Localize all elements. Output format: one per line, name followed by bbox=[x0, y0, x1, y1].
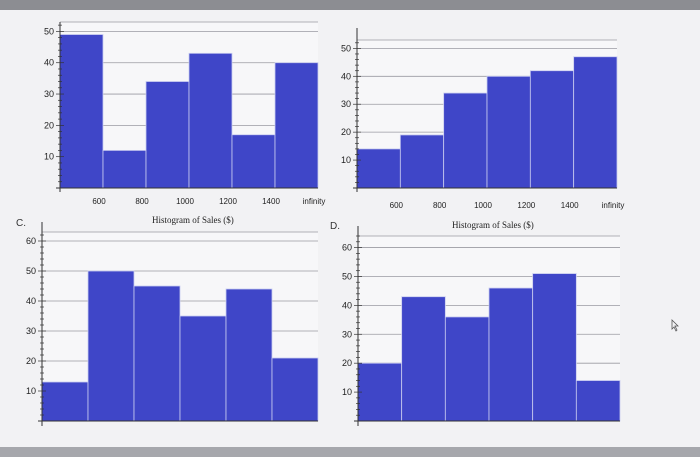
y-tick-label: 10 bbox=[341, 155, 351, 165]
y-tick-label: 50 bbox=[26, 266, 36, 276]
chart-3: 10 20 30 40 50 60 bbox=[26, 222, 319, 426]
x-tick-label: 1400 bbox=[262, 197, 280, 206]
y-tick-label: 50 bbox=[44, 26, 54, 36]
x-tick-label: 600 bbox=[92, 197, 106, 206]
bar-800 bbox=[401, 296, 446, 422]
bar-1200 bbox=[188, 52, 233, 189]
y-tick-label: 40 bbox=[341, 71, 351, 81]
y-tick-label: 40 bbox=[44, 58, 54, 68]
chart-2: 10 20 30 40 50 600 800 1000 1200 1400 infinity Hist… bbox=[341, 28, 624, 230]
choice-c-label: C. bbox=[16, 218, 26, 229]
x-tick-label: infinity bbox=[303, 197, 326, 206]
y-tick-label: 30 bbox=[342, 329, 352, 339]
y-tick-label: 50 bbox=[341, 43, 351, 53]
chart-title: Histogram of Sales ($) bbox=[452, 220, 534, 230]
bar-1000 bbox=[443, 92, 488, 189]
y-tick-label: 50 bbox=[342, 271, 352, 281]
top-edge bbox=[0, 0, 700, 10]
cursor-icon bbox=[671, 319, 679, 332]
bottom-edge bbox=[0, 447, 700, 457]
choice-d-label: D. bbox=[330, 221, 340, 232]
y-tick-label: 40 bbox=[26, 296, 36, 306]
bar-800 bbox=[399, 134, 445, 189]
y-tick-label: 20 bbox=[341, 127, 351, 137]
bar-800 bbox=[87, 270, 135, 422]
y-tick-label: 10 bbox=[26, 386, 36, 396]
x-tick-label: 800 bbox=[433, 201, 447, 210]
y-tick-label: 10 bbox=[44, 152, 54, 162]
bar-800 bbox=[102, 150, 147, 189]
chart-1: 10 20 30 40 50 600 800 1000 1200 1400 infinity Hist… bbox=[44, 21, 326, 225]
bar-infinity bbox=[271, 357, 319, 422]
bar-600 bbox=[357, 362, 403, 422]
x-tick-label: 800 bbox=[135, 197, 149, 206]
y-tick-label: 20 bbox=[26, 356, 36, 366]
bar-1000 bbox=[145, 81, 190, 189]
y-tick-label: 30 bbox=[44, 89, 54, 99]
y-tick-label: 10 bbox=[342, 387, 352, 397]
bar-1200 bbox=[179, 315, 227, 422]
y-tick-label: 60 bbox=[26, 236, 36, 246]
chart-4: 10 20 30 40 50 60 bbox=[342, 226, 621, 426]
bar-infinity bbox=[575, 380, 621, 422]
chart-title: Histogram of Sales ($) bbox=[152, 215, 234, 225]
x-tick-label: 1200 bbox=[517, 201, 535, 210]
bar-1400 bbox=[529, 70, 575, 189]
bar-1000 bbox=[133, 285, 181, 422]
bar-infinity bbox=[274, 62, 319, 189]
bar-1000 bbox=[444, 316, 490, 422]
bar-600 bbox=[59, 34, 104, 189]
bar-1200 bbox=[486, 75, 531, 189]
bar-infinity bbox=[573, 56, 618, 189]
x-tick-label: 1000 bbox=[176, 197, 194, 206]
bar-600 bbox=[356, 148, 401, 189]
y-tick-label: 20 bbox=[342, 358, 352, 368]
x-tick-label: infinity bbox=[602, 201, 625, 210]
x-tick-label: 1000 bbox=[474, 201, 492, 210]
y-tick-label: 20 bbox=[44, 120, 54, 130]
y-tick-label: 30 bbox=[26, 326, 36, 336]
x-tick-label: 1200 bbox=[219, 197, 237, 206]
bar-1400 bbox=[231, 134, 276, 189]
bar-600 bbox=[41, 381, 89, 422]
y-tick-label: 60 bbox=[342, 243, 352, 253]
bar-1400 bbox=[532, 273, 577, 422]
y-tick-label: 30 bbox=[341, 99, 351, 109]
x-tick-label: 1400 bbox=[561, 201, 579, 210]
x-tick-label: 600 bbox=[390, 201, 404, 210]
y-tick-label: 40 bbox=[342, 300, 352, 310]
bar-1200 bbox=[488, 287, 534, 422]
bar-1400 bbox=[225, 288, 273, 422]
